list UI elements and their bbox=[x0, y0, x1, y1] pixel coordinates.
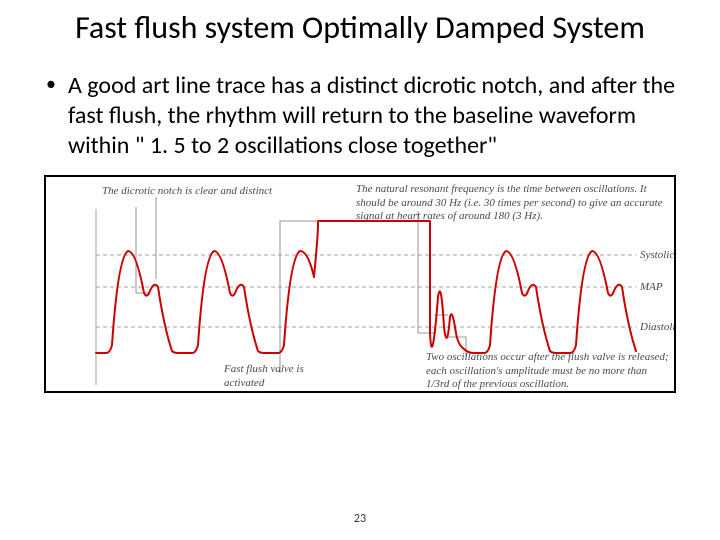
page-number: 23 bbox=[354, 512, 366, 526]
caption-bottom-right: Two oscillations occur after the flush v… bbox=[426, 351, 672, 392]
page-title: Fast flush system Optimally Damped Syste… bbox=[40, 10, 680, 47]
bullet-marker: • bbox=[46, 71, 56, 97]
label-map: MAP bbox=[640, 281, 663, 293]
waveform-figure: The dicrotic notch is clear and distinct… bbox=[44, 175, 676, 393]
bullet-item: • A good art line trace has a distinct d… bbox=[40, 71, 680, 161]
caption-top-right: The natural resonant frequency is the ti… bbox=[356, 183, 672, 224]
caption-bottom-left: Fast flush valve is activated bbox=[224, 363, 334, 391]
bullet-text: A good art line trace has a distinct dic… bbox=[68, 71, 680, 161]
caption-top-left: The dicrotic notch is clear and distinct bbox=[102, 185, 302, 199]
label-systolic: Systolic bbox=[640, 249, 674, 261]
label-diastolic: Diastolic bbox=[640, 321, 676, 333]
